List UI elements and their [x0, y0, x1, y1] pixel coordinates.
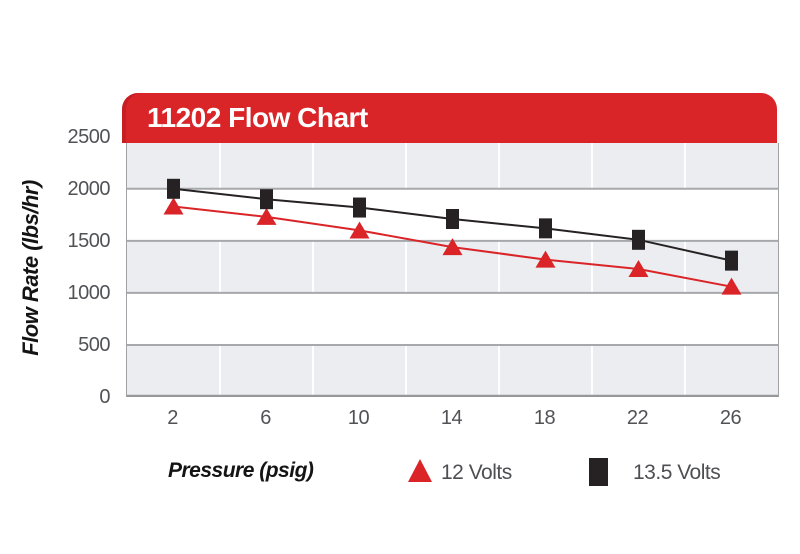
x-tick-label: 6 — [260, 407, 271, 429]
marker-square-13-5-volts — [167, 178, 180, 199]
x-tick-label: 10 — [347, 407, 370, 429]
marker-triangle-12-volts — [442, 238, 463, 256]
legend-label-13-5-volts: 13.5 Volts — [633, 461, 721, 484]
marker-triangle-12-volts — [535, 250, 556, 268]
x-tick-label: 2 — [167, 407, 178, 429]
legend-triangle-icon — [408, 459, 432, 482]
x-tick-label: 14 — [440, 407, 463, 429]
flow-rate-line-chart — [127, 143, 778, 397]
marker-square-13-5-volts — [725, 250, 738, 271]
y-tick-label: 1000 — [67, 281, 111, 304]
marker-triangle-12-volts — [349, 221, 370, 239]
x-tick-label: 18 — [533, 407, 556, 429]
chart-title: 11202 Flow Chart — [147, 102, 368, 133]
y-axis-title: Flow Rate (lbs/hr) — [18, 180, 43, 356]
plot-band-top — [127, 143, 778, 189]
marker-square-13-5-volts — [260, 189, 273, 210]
y-tick-label: 500 — [78, 333, 110, 356]
legend-square-icon — [589, 458, 608, 486]
marker-triangle-12-volts — [628, 259, 649, 277]
y-tick-label: 1500 — [67, 229, 111, 252]
marker-square-13-5-volts — [446, 208, 459, 229]
x-tick-label: 26 — [719, 407, 742, 429]
legend-label-12-volts: 12 Volts — [441, 461, 512, 484]
x-tick-label: 22 — [626, 407, 649, 429]
marker-square-13-5-volts — [353, 197, 366, 218]
chart-header: 11202 Flow Chart — [122, 93, 777, 143]
x-axis-title: Pressure (psig) — [168, 459, 314, 482]
y-tick-label: 2500 — [67, 125, 111, 148]
marker-triangle-12-volts — [721, 277, 742, 295]
plot-band — [127, 344, 778, 397]
y-tick-label: 0 — [99, 386, 110, 408]
y-tick-label: 2000 — [67, 177, 111, 200]
marker-square-13-5-volts — [539, 218, 552, 239]
marker-triangle-12-volts — [256, 207, 277, 225]
marker-triangle-12-volts — [163, 197, 184, 215]
marker-square-13-5-volts — [632, 229, 645, 250]
plot-area — [126, 143, 779, 397]
